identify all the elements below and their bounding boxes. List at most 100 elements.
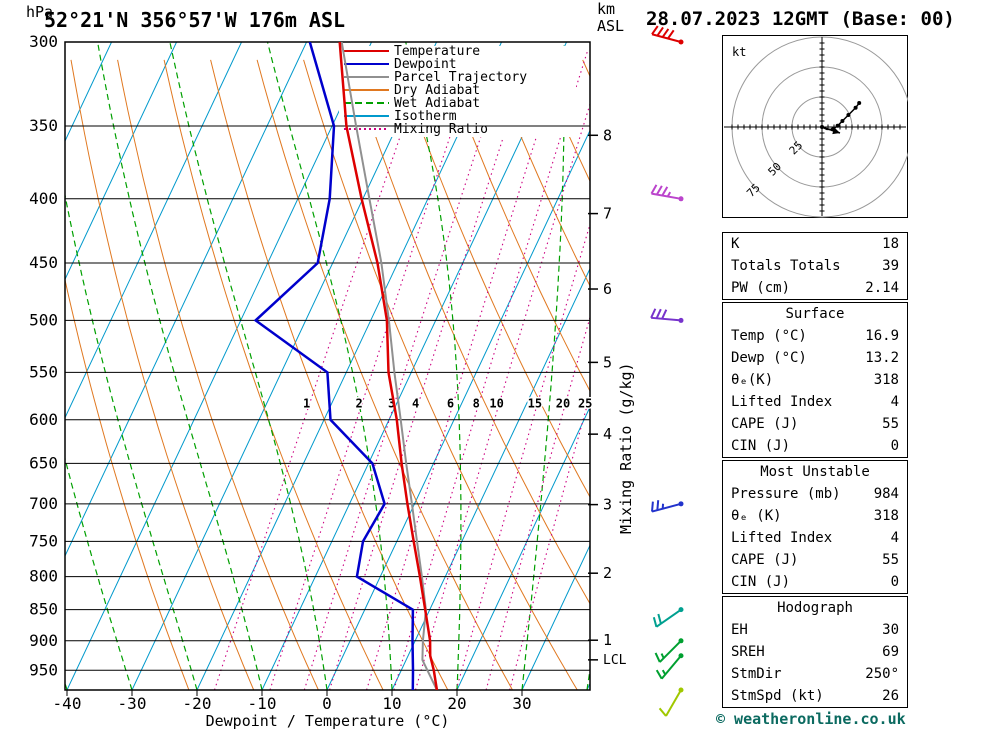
svg-text:8: 8: [603, 126, 612, 144]
stat-label: Temp (°C): [731, 328, 807, 344]
stat-label: CIN (J): [731, 438, 791, 454]
svg-text:20: 20: [556, 396, 570, 410]
stat-row: Pressure (mb) 984: [723, 483, 907, 505]
stat-value: 4: [890, 394, 899, 410]
svg-text:25: 25: [578, 396, 592, 410]
svg-text:900: 900: [29, 631, 58, 650]
svg-text:2: 2: [603, 564, 612, 582]
svg-text:850: 850: [29, 600, 58, 619]
stat-value: 984: [873, 486, 899, 502]
svg-text:0: 0: [322, 694, 332, 713]
svg-text:3: 3: [388, 396, 395, 410]
legend-background: [339, 46, 576, 137]
stat-label: Totals Totals: [731, 258, 841, 274]
svg-text:-40: -40: [53, 694, 82, 713]
stat-value: 39: [882, 258, 899, 274]
temperature-tick-labels: -40 -30 -20 -10 0 10 20 30: [53, 694, 532, 713]
svg-text:15: 15: [528, 396, 542, 410]
stat-label: SREH: [731, 644, 765, 660]
stat-row: CAPE (J) 55: [723, 413, 907, 435]
stat-row: Lifted Index 4: [723, 391, 907, 413]
stat-label: θₑ (K): [731, 508, 782, 524]
svg-text:4: 4: [603, 425, 612, 443]
stat-row: Temp (°C) 16.9: [723, 325, 907, 347]
stat-row: Dewp (°C) 13.2: [723, 347, 907, 369]
wind-barbs: [650, 25, 684, 717]
svg-text:6: 6: [603, 280, 612, 298]
svg-text:400: 400: [29, 189, 58, 208]
mixing-ratio-value-labels: 1 2 3 4 6 8 10 15 20 25: [301, 395, 593, 412]
station-title: 52°21'N 356°57'W 176m ASL: [44, 8, 346, 32]
stat-label: Dewp (°C): [731, 350, 807, 366]
stat-label: K: [731, 236, 740, 252]
svg-text:7: 7: [603, 205, 612, 223]
legend-label: Dewpoint: [394, 57, 457, 72]
stat-label: StmDir: [731, 666, 782, 682]
stat-value: 0: [890, 438, 899, 454]
svg-text:950: 950: [29, 660, 58, 679]
hodograph-unit-label: kt: [732, 45, 746, 59]
svg-text:-30: -30: [118, 694, 147, 713]
wind-barb: [651, 25, 684, 45]
stat-value: 4: [890, 530, 899, 546]
svg-text:1: 1: [603, 631, 612, 649]
km-label-line1: km: [597, 0, 616, 18]
altitude-axis-unit: km ASL: [597, 1, 624, 35]
legend-label: Wet Adiabat: [394, 96, 480, 111]
svg-text:8: 8: [473, 396, 480, 410]
stat-value: 2.14: [865, 280, 899, 296]
stat-value: 55: [882, 416, 899, 432]
background-gridlines: [65, 42, 590, 690]
svg-text:350: 350: [29, 116, 58, 135]
legend-label: Parcel Trajectory: [394, 70, 527, 85]
stat-row: SREH 69: [723, 641, 907, 663]
lcl-label: LCL: [603, 653, 627, 668]
run-datetime: 28.07.2023 12GMT (Base: 00): [646, 8, 955, 30]
mixing-ratio-axis-label: Mixing Ratio (g/kg): [617, 362, 635, 534]
wind-barb: [652, 607, 684, 628]
copyright: © weatheronline.co.uk: [716, 710, 906, 728]
legend-label: Mixing Ratio: [394, 122, 488, 137]
stats-section-title: Most Unstable: [760, 464, 870, 480]
wind-barb: [650, 308, 684, 323]
stat-value: 55: [882, 552, 899, 568]
svg-text:4: 4: [412, 396, 419, 410]
svg-text:300: 300: [29, 32, 58, 51]
hodograph-trace: [820, 101, 862, 135]
svg-text:-20: -20: [183, 694, 212, 713]
sounding-curves: [253, 42, 439, 690]
svg-text:450: 450: [29, 253, 58, 272]
stats-section-title: Hodograph: [777, 600, 853, 616]
stat-row: θₑ(K) 318: [723, 369, 907, 391]
svg-text:600: 600: [29, 410, 58, 429]
stat-row: Lifted Index 4: [723, 527, 907, 549]
stat-label: Lifted Index: [731, 394, 833, 410]
stats-section: K 18 Totals Totals 39 PW (cm) 2.14: [722, 232, 908, 300]
stat-value: 18: [882, 236, 899, 252]
stat-label: PW (cm): [731, 280, 791, 296]
legend-label: Dry Adiabat: [394, 83, 480, 98]
legend-label: Temperature: [394, 44, 480, 59]
svg-text:550: 550: [29, 362, 58, 381]
isotherm-lines: [65, 42, 590, 690]
stat-value: 26: [882, 688, 899, 704]
svg-text:10: 10: [489, 396, 503, 410]
svg-text:2: 2: [356, 396, 363, 410]
dewpoint-curve: [253, 42, 415, 690]
pressure-tick-labels: 300 350 400 450 500 550 600 650 700 750 800 850 900 9…: [29, 32, 58, 679]
svg-text:500: 500: [29, 310, 58, 329]
stat-row: CAPE (J) 55: [723, 549, 907, 571]
stat-value: 318: [873, 372, 899, 388]
mixing-ratio-lines: [213, 50, 590, 690]
stat-row: θₑ (K) 318: [723, 505, 907, 527]
stat-row: StmDir 250°: [723, 663, 907, 685]
stat-label: EH: [731, 622, 748, 638]
legend-label: Isotherm: [394, 109, 457, 124]
svg-text:650: 650: [29, 453, 58, 472]
stat-label: Pressure (mb): [731, 486, 841, 502]
stat-row: CIN (J) 0: [723, 571, 907, 593]
stat-label: CIN (J): [731, 574, 791, 590]
